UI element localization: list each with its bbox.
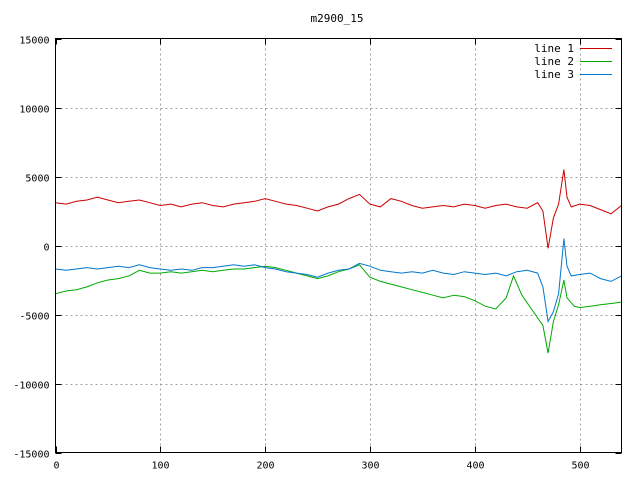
x-tick-label: 200: [256, 461, 274, 472]
x-tick-label: 300: [361, 461, 379, 472]
y-tick-label: 0: [43, 243, 49, 254]
y-tick-label: -15000: [13, 450, 49, 461]
plot-series: [55, 169, 622, 354]
series-line-2: [55, 264, 622, 354]
x-tick-label: 100: [151, 461, 169, 472]
series-line-3: [55, 238, 622, 323]
legend-label-3: line 3: [534, 68, 574, 81]
y-tick-label: -5000: [19, 312, 49, 323]
y-tick-label: 15000: [19, 36, 49, 47]
y-tick-label: -10000: [13, 381, 49, 392]
legend-label-1: line 1: [534, 42, 574, 55]
x-tick-label: 400: [466, 461, 484, 472]
plot-frame: [55, 38, 622, 453]
x-tick-label: 0: [53, 461, 59, 472]
grid: [55, 38, 622, 453]
y-tick-label: 10000: [19, 105, 49, 116]
axis-ticks: 0 100 200 300 400 500 -15000 -10000 -5000 0 5000 10…: [13, 36, 622, 472]
y-tick-label: 5000: [25, 174, 49, 185]
x-tick-label: 500: [571, 461, 589, 472]
chart-title: m2900_15: [311, 12, 364, 25]
legend-label-2: line 2: [534, 55, 574, 68]
series-line-1: [55, 169, 622, 249]
